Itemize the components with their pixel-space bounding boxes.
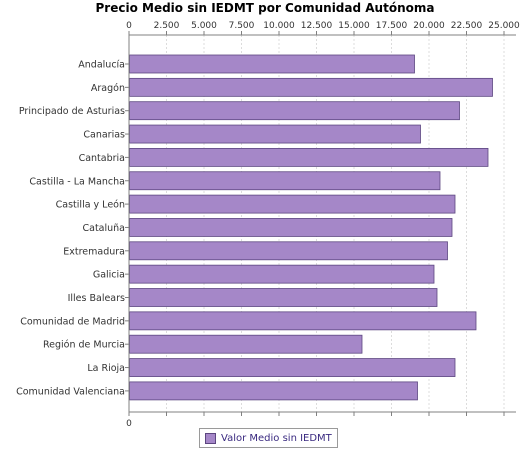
bar: [129, 171, 441, 191]
x-tick-label: 12.500: [301, 21, 333, 31]
bar: [129, 241, 448, 261]
bar: [129, 311, 477, 331]
bar: [129, 288, 438, 307]
bar: [129, 147, 489, 167]
x-tick-label: 0: [126, 21, 132, 31]
x-tick-label: 20.000: [413, 21, 445, 31]
x-tick-label: 22.500: [451, 21, 483, 31]
x-tick-label: 15.000: [338, 21, 370, 31]
category-label: Comunidad de Madrid: [20, 316, 125, 327]
bar: [129, 264, 435, 284]
category-label: Canarias: [83, 130, 125, 141]
bar: [129, 101, 460, 121]
category-label: Aragón: [91, 83, 125, 94]
legend: Valor Medio sin IEDMT: [199, 428, 338, 448]
x-axis-ticks: 0 0 2.500 5.000 7.500 10.000 12.500 15.000 17.50…: [126, 21, 520, 429]
bar: [129, 334, 363, 354]
axes: [125, 34, 516, 413]
category-labels: Andalucía Aragón Principado de Asturias Can…: [16, 60, 125, 398]
category-label: Principado de Asturias: [19, 106, 125, 117]
category-label: Andalucía: [78, 60, 125, 71]
bar: [129, 124, 421, 144]
category-label: Cataluña: [82, 223, 125, 234]
category-label: Región de Murcia: [43, 340, 125, 351]
bars: [129, 54, 493, 401]
category-label: Castilla y León: [56, 200, 125, 211]
x-tick-label-bottom: 0: [126, 419, 132, 429]
x-tick-label: 25.000: [488, 21, 520, 31]
x-tick-label: 2.500: [154, 21, 180, 31]
legend-swatch: [205, 432, 216, 444]
bar: [129, 381, 418, 401]
category-label: Extremadura: [63, 246, 125, 257]
bar: [129, 218, 453, 237]
category-label: La Rioja: [87, 363, 125, 374]
category-label: Galicia: [93, 270, 125, 281]
category-label: Castilla - La Mancha: [29, 176, 125, 187]
chart-title: Precio Medio sin IEDMT por Comunidad Aut…: [96, 1, 435, 15]
bar: [129, 358, 456, 377]
bar: [129, 77, 493, 97]
x-tick-label: 5.000: [191, 21, 217, 31]
x-tick-label: 7.500: [229, 21, 255, 31]
category-label: Comunidad Valenciana: [16, 386, 125, 397]
bar: [129, 54, 415, 74]
category-label: Illes Balears: [68, 293, 125, 304]
legend-label: Valor Medio sin IEDMT: [221, 432, 332, 444]
x-tick-label: 17.500: [376, 21, 408, 31]
category-label: Cantabria: [79, 153, 125, 164]
x-tick-label: 10.000: [263, 21, 295, 31]
bar: [129, 194, 456, 214]
